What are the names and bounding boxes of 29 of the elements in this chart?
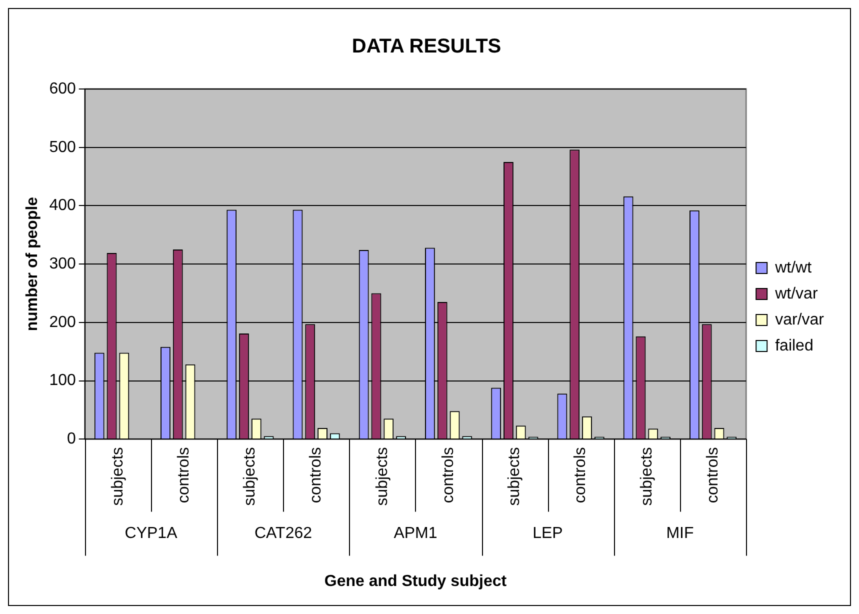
x-tick-label: controls <box>175 447 192 504</box>
text: LEP <box>532 525 563 542</box>
y-tick-label: 100 <box>49 372 76 390</box>
x-tick-label: subjects <box>242 447 259 506</box>
text: CYP1A <box>124 525 178 542</box>
x-tick-label: controls <box>572 447 590 504</box>
y-tick-label: 600 <box>49 80 76 98</box>
legend-label: var/var <box>775 311 825 328</box>
y-axis-title: number of people <box>24 196 42 332</box>
x-tick-label: subjects <box>506 447 524 506</box>
x-tick-label: controls <box>704 447 722 504</box>
x-tick-label: subjects <box>638 447 656 506</box>
y-tick-label: 0 <box>66 430 76 448</box>
x-tick-label: controls <box>308 447 325 504</box>
x-tick-label: subjects <box>374 447 391 506</box>
chart-title: DATA RESULTS <box>352 36 502 58</box>
y-tick-label: 200 <box>49 314 76 331</box>
legend-label: wt/var <box>774 285 818 302</box>
x-axis-title: Gene and Study subject <box>324 572 508 590</box>
y-tick-label: 400 <box>49 197 76 214</box>
x-tick-label: subjects <box>109 447 126 506</box>
legend-label: wt/wt <box>774 259 812 276</box>
y-tick-label: 300 <box>49 255 76 272</box>
text: MIF <box>666 525 694 542</box>
x-tick-label: controls <box>440 447 457 504</box>
text: APM1 <box>394 525 438 542</box>
y-tick-label: 500 <box>49 138 76 156</box>
text: CAT262 <box>254 525 312 542</box>
legend-label: failed <box>775 337 814 354</box>
